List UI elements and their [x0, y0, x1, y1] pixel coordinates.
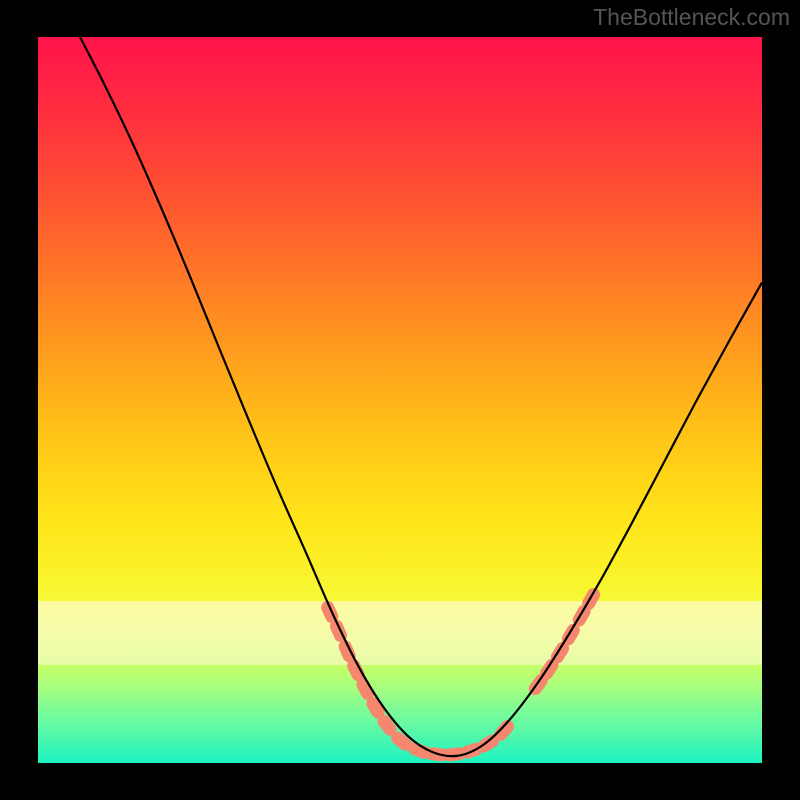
plot-area: [38, 37, 762, 763]
watermark-text: TheBottleneck.com: [593, 4, 790, 31]
bottleneck-chart: [0, 0, 800, 800]
pale-band: [38, 601, 762, 665]
chart-container: TheBottleneck.com: [0, 0, 800, 800]
